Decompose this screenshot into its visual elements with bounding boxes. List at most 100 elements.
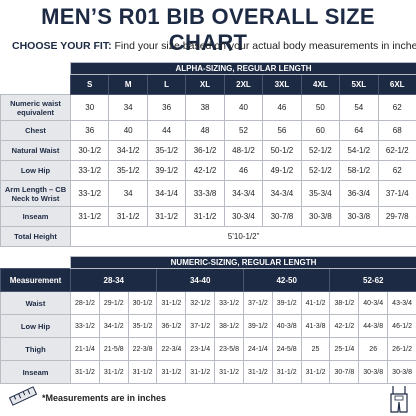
row-label: Chest xyxy=(0,120,71,141)
group-header: 34-40 xyxy=(156,268,244,292)
data-row: Natural Waist 30-1/2 34-1/2 35-1/2 36-1/2 48-… xyxy=(0,140,416,161)
subtitle-lead: CHOOSE YOUR FIT: xyxy=(12,40,112,52)
cell: 46 xyxy=(262,94,302,121)
cell: 68 xyxy=(377,120,416,141)
cell: 62-1/2 xyxy=(377,140,416,161)
cell: 25-1/4 xyxy=(329,337,360,361)
row-label: Arm Length – CB Neck to Wrist xyxy=(0,180,71,207)
cell: 33-1/2 xyxy=(214,291,244,315)
size-header: L xyxy=(146,74,187,95)
cell: 31-1/2 xyxy=(156,291,187,315)
size-header: 3XL xyxy=(262,74,302,95)
cell: 33-1/2 xyxy=(70,314,100,338)
row-label: Thigh xyxy=(0,337,71,361)
size-header: 4XL xyxy=(300,74,341,95)
cell: 49-1/2 xyxy=(262,160,302,181)
header-row: Measurement 28-34 34-40 42-50 52-62 xyxy=(0,268,416,292)
cell: 30-1/2 xyxy=(69,140,110,161)
cell: 35-1/2 xyxy=(127,314,158,338)
cell: 40 xyxy=(108,120,148,141)
cell: 30-3/4 xyxy=(223,206,264,227)
ruler-icon xyxy=(8,386,38,406)
cell: 31-1/2 xyxy=(300,360,331,384)
size-header: 2XL xyxy=(223,74,264,95)
cell: 48 xyxy=(185,120,225,141)
total-row: Total Height 5’10-1/2” xyxy=(0,226,416,247)
cell: 36 xyxy=(146,94,187,121)
blank xyxy=(0,74,71,95)
cell: 25 xyxy=(300,337,331,361)
data-row: Numeric waist equivalent 30 34 36 38 40 46 50 54… xyxy=(0,94,416,121)
cell: 5’10-1/2” xyxy=(70,226,416,247)
cell: 52 xyxy=(223,120,264,141)
cell: 37-1/2 xyxy=(242,291,273,315)
cell: 31-1/2 xyxy=(98,360,129,384)
cell: 38-1/2 xyxy=(214,314,244,338)
cell: 43-3/4 xyxy=(387,291,416,315)
cell: 39-1/2 xyxy=(271,291,302,315)
data-row: Low Hip 33-1/2 34-1/2 35-1/2 36-1/2 37-1/2 38-… xyxy=(0,314,416,338)
cell: 36-1/2 xyxy=(156,314,187,338)
cell: 40 xyxy=(223,94,264,121)
section-title: NUMERIC-SIZING, REGULAR LENGTH xyxy=(69,256,416,269)
cell: 46-1/2 xyxy=(387,314,416,338)
cell: 30-3/8 xyxy=(358,360,389,384)
cell: 31-1/2 xyxy=(70,360,100,384)
cell: 34 xyxy=(108,94,148,121)
cell: 37-1/2 xyxy=(185,314,216,338)
cell: 38-1/2 xyxy=(329,291,360,315)
cell: 34 xyxy=(108,180,148,207)
data-row: Thigh 21-1/4 21-5/8 22-3/8 22-3/4 23-1/4 23-5/… xyxy=(0,337,416,361)
cell: 30-3/8 xyxy=(300,206,341,227)
cell: 26-1/2 xyxy=(387,337,416,361)
subtitle-text: Find your size based on your actual body… xyxy=(114,40,416,52)
cell: 41-1/2 xyxy=(300,291,331,315)
cell: 33-3/8 xyxy=(185,180,225,207)
size-header: XL xyxy=(185,74,225,95)
cell: 31-1/2 xyxy=(127,360,158,384)
cell: 54 xyxy=(339,94,379,121)
row-label: Natural Waist xyxy=(0,140,71,161)
cell: 64 xyxy=(339,120,379,141)
cell: 29-7/8 xyxy=(377,206,416,227)
cell: 23-1/4 xyxy=(185,337,216,361)
size-header: 5XL xyxy=(339,74,379,95)
cell: 39-1/2 xyxy=(242,314,273,338)
numeric-table: NUMERIC-SIZING, REGULAR LENGTH Measuremen… xyxy=(0,256,416,384)
cell: 50 xyxy=(300,94,341,121)
data-row: Inseam 31-1/2 31-1/2 31-1/2 31-1/2 30-3/4 30-7… xyxy=(0,206,416,227)
cell: 37-1/4 xyxy=(377,180,416,207)
cell: 30-3/8 xyxy=(387,360,416,384)
cell: 52-1/2 xyxy=(300,140,341,161)
cell: 46 xyxy=(223,160,264,181)
cell: 32-1/2 xyxy=(185,291,216,315)
cell: 52-1/2 xyxy=(300,160,341,181)
cell: 36-3/4 xyxy=(339,180,379,207)
header-row: S M L XL 2XL 3XL 4XL 5XL 6XL xyxy=(0,74,416,95)
row-label: Numeric waist equivalent xyxy=(0,94,71,121)
cell: 31-1/2 xyxy=(69,206,110,227)
cell: 34-1/4 xyxy=(146,180,187,207)
cell: 33-1/2 xyxy=(69,160,110,181)
cell: 62 xyxy=(377,160,416,181)
cell: 42-1/2 xyxy=(329,314,360,338)
title-row: ALPHA-SIZING, REGULAR LENGTH xyxy=(0,62,416,75)
cell: 40-3/4 xyxy=(358,291,389,315)
footer-note: *Measurements are in inches xyxy=(42,393,167,403)
cell: 35-1/2 xyxy=(146,140,187,161)
cell: 42-1/2 xyxy=(185,160,225,181)
cell: 31-1/2 xyxy=(185,360,216,384)
cell: 30-3/8 xyxy=(339,206,379,227)
alpha-table: ALPHA-SIZING, REGULAR LENGTH S M L XL 2XL 3XL 4… xyxy=(0,62,416,247)
title-row: NUMERIC-SIZING, REGULAR LENGTH xyxy=(0,256,416,269)
cell: 31-1/2 xyxy=(156,360,187,384)
row-label: Low Hip xyxy=(0,160,71,181)
row-label: Waist xyxy=(0,291,71,315)
cell: 38 xyxy=(185,94,225,121)
blank xyxy=(0,256,71,269)
cell: 31-1/2 xyxy=(146,206,187,227)
group-header: 28-34 xyxy=(69,268,158,292)
cell: 50-1/2 xyxy=(262,140,302,161)
cell: 35-3/4 xyxy=(300,180,341,207)
